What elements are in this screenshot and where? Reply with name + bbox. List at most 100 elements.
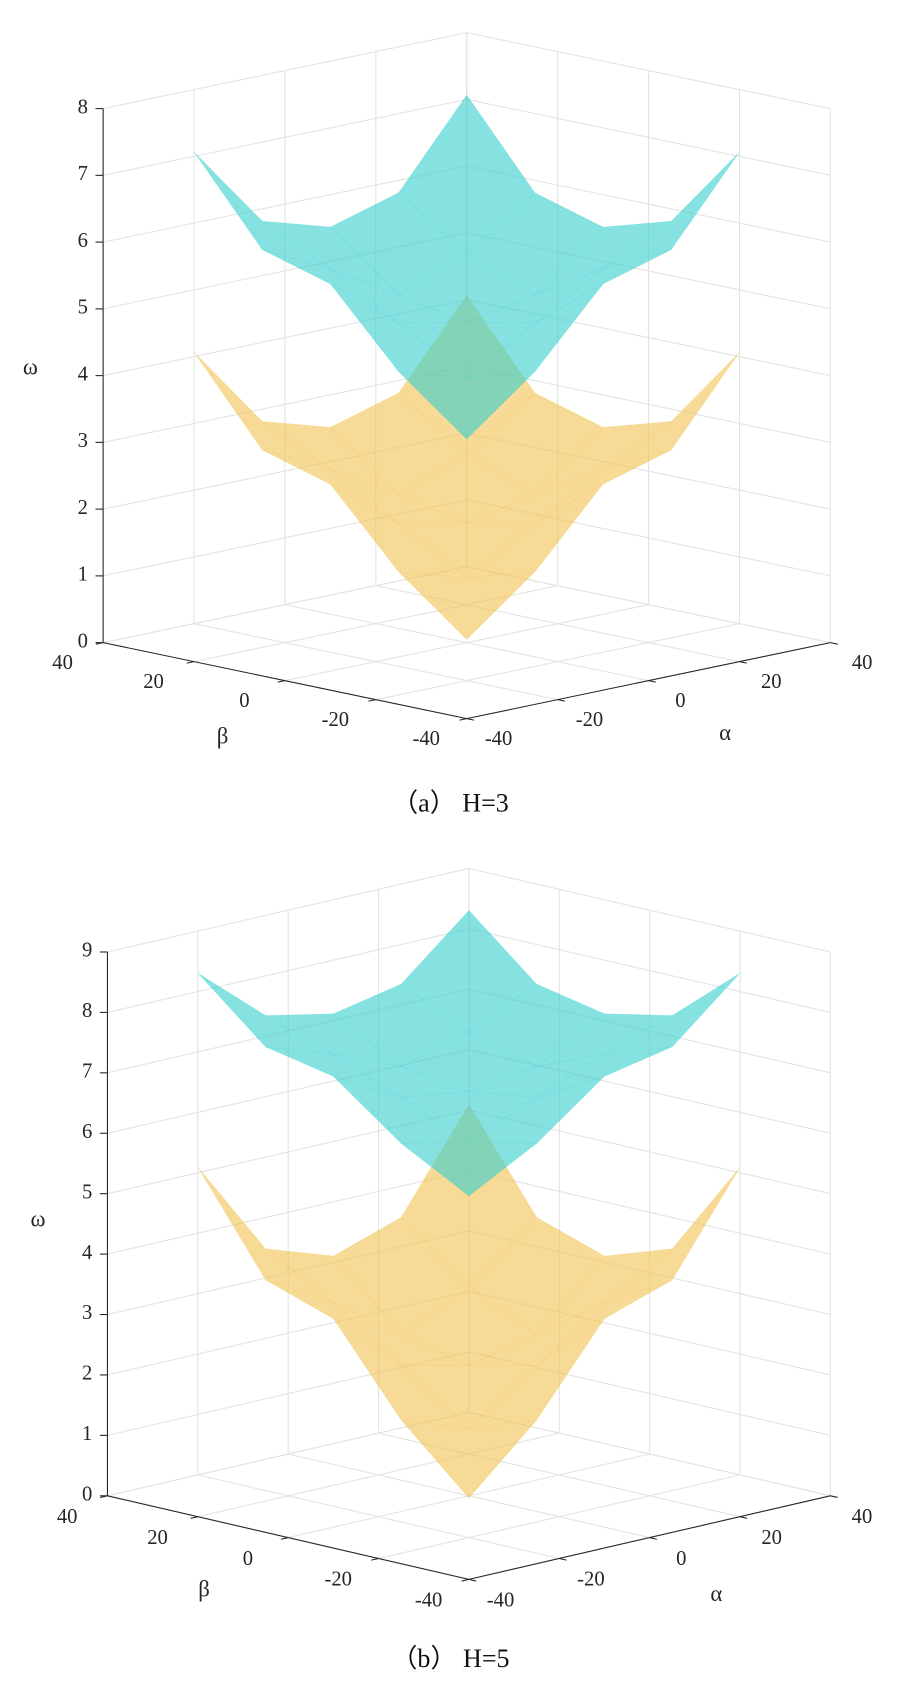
y-tick xyxy=(368,699,376,702)
surface-patch xyxy=(193,151,331,270)
surface-patch xyxy=(397,571,536,640)
z-tick-label: 0 xyxy=(82,1484,92,1506)
y-tick xyxy=(280,1537,289,1540)
z-axis-label: ω xyxy=(30,1206,45,1231)
surface-patch xyxy=(400,1141,538,1197)
y-axis-label: β xyxy=(217,723,229,748)
x-tick xyxy=(830,1495,838,1498)
grid-line xyxy=(284,604,649,682)
grid-line xyxy=(468,1169,831,1255)
grid-line xyxy=(375,623,740,701)
grid-line xyxy=(107,1169,470,1255)
grid-line xyxy=(466,165,831,243)
z-tick-label: 8 xyxy=(78,96,88,118)
y-tick-label: -20 xyxy=(324,1569,351,1591)
surface-patch xyxy=(197,972,334,1055)
y-tick-label: -40 xyxy=(412,728,439,750)
surface-patch xyxy=(466,468,604,524)
surface-patch xyxy=(465,484,604,578)
x-tick-label: -40 xyxy=(485,728,512,750)
x-tick-label: 20 xyxy=(761,671,782,693)
x-tick xyxy=(739,1516,748,1519)
z-tick-label: 3 xyxy=(78,430,88,452)
z-tick-label: 4 xyxy=(78,363,88,385)
y-tick xyxy=(371,1557,379,1561)
x-tick-label: -20 xyxy=(576,709,603,731)
x-tick xyxy=(648,680,656,683)
grid-line xyxy=(107,928,470,1013)
y-tick-label: 0 xyxy=(239,690,249,712)
y-tick-label: 0 xyxy=(243,1548,253,1570)
z-axis-label: ω xyxy=(23,354,38,379)
grid-line xyxy=(103,32,467,110)
z-tick-label: 7 xyxy=(82,1061,92,1083)
y-tick xyxy=(461,1578,470,1582)
x-tick xyxy=(739,661,747,664)
x-axis-label: α xyxy=(710,1581,722,1606)
z-tick-label: 8 xyxy=(82,1000,92,1022)
surface-patch xyxy=(193,352,331,470)
caption: （a） H=3 xyxy=(392,788,509,817)
z-tick-label: 6 xyxy=(82,1121,92,1143)
x-tick-label: 20 xyxy=(761,1527,782,1549)
z-tick-label: 2 xyxy=(82,1363,92,1385)
x-tick xyxy=(468,1578,477,1582)
grid-line xyxy=(468,867,831,953)
y-tick-label: 40 xyxy=(57,1506,78,1528)
z-tick-label: 5 xyxy=(78,297,88,319)
caption: （b） H=5 xyxy=(391,1644,509,1673)
surface-patch xyxy=(330,484,468,578)
z-tick-label: 5 xyxy=(82,1181,92,1203)
x-tick-label: 0 xyxy=(675,690,685,712)
surface-patch xyxy=(466,268,604,324)
y-tick-label: 20 xyxy=(143,671,164,693)
y-tick-label: 20 xyxy=(147,1527,168,1549)
surface-patch xyxy=(468,1076,605,1144)
surface-patch xyxy=(333,1076,470,1144)
x-tick-label: -20 xyxy=(577,1569,604,1591)
x-tick xyxy=(649,1537,657,1540)
z-tick-label: 7 xyxy=(78,163,88,185)
surface-patch xyxy=(397,371,536,440)
y-tick xyxy=(277,680,286,683)
y-tick-label: 40 xyxy=(52,652,73,674)
surface-patch xyxy=(330,468,467,524)
x-tick-label: 0 xyxy=(676,1548,686,1570)
y-tick xyxy=(190,1516,198,1519)
z-tick-label: 2 xyxy=(78,497,88,519)
grid-line xyxy=(103,98,467,176)
grid-line xyxy=(466,98,831,176)
grid-line xyxy=(468,928,831,1013)
grid-line xyxy=(378,1474,741,1560)
z-tick-label: 9 xyxy=(82,940,92,962)
x-tick xyxy=(466,718,475,721)
surface-patch xyxy=(468,1318,605,1429)
y-tick-label: -20 xyxy=(322,709,349,731)
grid-line xyxy=(103,165,467,243)
x-tick xyxy=(557,699,566,702)
x-axis-label: α xyxy=(719,720,731,745)
y-tick xyxy=(459,718,467,721)
z-tick-label: 4 xyxy=(82,1242,92,1264)
x-tick-label: -40 xyxy=(487,1590,514,1612)
grid-line xyxy=(466,32,831,110)
x-tick xyxy=(559,1557,567,1561)
x-tick-label: 40 xyxy=(852,1506,873,1528)
x-tick-label: 40 xyxy=(852,652,873,674)
z-tick-label: 6 xyxy=(78,230,88,252)
surface-patch xyxy=(333,1053,470,1098)
grid-line xyxy=(107,867,470,953)
surface-patch xyxy=(400,1287,538,1366)
surface-patch xyxy=(333,1318,470,1429)
z-tick-label: 1 xyxy=(78,564,88,586)
z-tick-label: 0 xyxy=(78,630,88,652)
surface-patch xyxy=(400,910,538,1033)
y-tick-label: -40 xyxy=(415,1590,442,1612)
y-tick xyxy=(186,661,195,664)
surface-patch xyxy=(468,1053,605,1098)
z-tick-label: 3 xyxy=(82,1302,92,1324)
surface-patch xyxy=(604,972,741,1055)
surface-patch xyxy=(330,268,467,324)
